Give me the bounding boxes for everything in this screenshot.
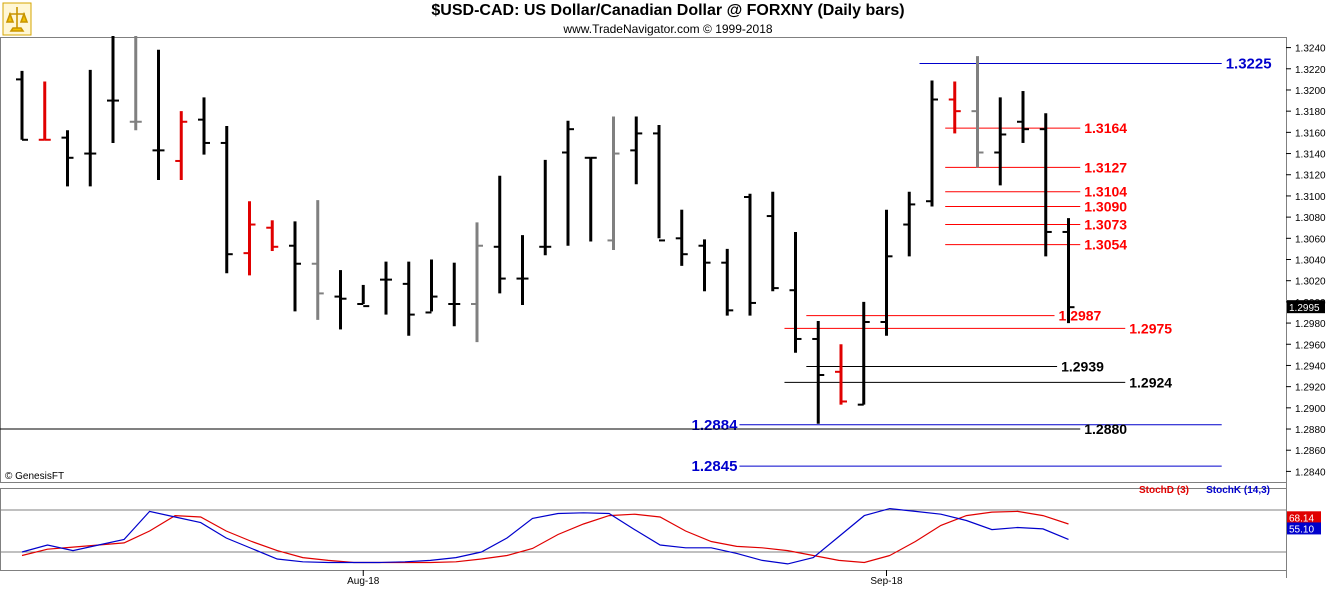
stochk-value-label: 55.10	[1289, 524, 1314, 535]
x-tick-label: Sep-18	[870, 576, 903, 587]
y-tick-label: 1.2960	[1295, 340, 1326, 351]
stochd-value-box	[1287, 511, 1321, 524]
legend-stochk: StochK (14,3)	[1206, 485, 1270, 496]
y-tick-label: 1.2840	[1295, 467, 1326, 478]
last-price-box	[1287, 300, 1325, 314]
level-label: 1.3104	[1084, 184, 1127, 200]
stochd-value-label: 68.14	[1289, 513, 1314, 524]
page-title: $USD-CAD: US Dollar/Canadian Dollar @ FO…	[431, 2, 905, 19]
y-tick-label: 1.3100	[1295, 192, 1326, 203]
y-tick-label: 1.3120	[1295, 171, 1326, 182]
level-label: 1.2845	[692, 458, 738, 475]
level-label: 1.2987	[1059, 308, 1102, 324]
y-tick-label: 1.2900	[1295, 404, 1326, 415]
level-label: 1.2884	[692, 417, 739, 434]
stochastic-panel-frame	[0, 488, 1287, 571]
genesis-logo-icon	[2, 2, 32, 36]
y-tick-label: 1.3200	[1295, 86, 1326, 97]
credit-label: © GenesisFT	[5, 471, 64, 482]
level-label: 1.2939	[1061, 359, 1104, 375]
level-label: 1.3090	[1084, 199, 1127, 215]
y-tick-label: 1.2860	[1295, 446, 1326, 457]
stochk-line	[21, 507, 1069, 565]
last-price-label: 1.2995	[1289, 303, 1320, 314]
stochd-line	[21, 510, 1069, 564]
level-label: 1.3164	[1084, 120, 1127, 136]
y-tick-label: 1.3080	[1295, 213, 1326, 224]
page-subtitle: www.TradeNavigator.com © 1999-2018	[563, 22, 773, 36]
level-label: 1.3073	[1084, 217, 1127, 233]
y-tick-label: 1.3180	[1295, 107, 1326, 118]
price-panel-frame	[0, 37, 1287, 483]
y-tick-label: 1.2920	[1295, 383, 1326, 394]
y-tick-label: 1.2940	[1295, 361, 1326, 372]
level-label: 1.2924	[1129, 374, 1172, 390]
legend-stochd: StochD (3)	[1139, 485, 1189, 496]
level-label: 1.2975	[1129, 320, 1172, 336]
y-tick-label: 1.2980	[1295, 319, 1326, 330]
level-label: 1.3127	[1084, 159, 1127, 175]
stochk-value-box	[1287, 522, 1321, 535]
y-tick-label: 1.3220	[1295, 65, 1326, 76]
y-tick-label: 1.2880	[1295, 425, 1326, 436]
y-tick-label: 1.3240	[1295, 44, 1326, 55]
x-tick-label: Aug-18	[347, 576, 380, 587]
level-label: 1.2880	[1084, 421, 1127, 437]
level-label: 1.3054	[1084, 237, 1127, 253]
y-tick-label: 1.3160	[1295, 128, 1326, 139]
level-label: 1.3225	[1226, 55, 1272, 72]
y-tick-label: 1.3040	[1295, 256, 1326, 267]
y-tick-label: 1.3060	[1295, 234, 1326, 245]
y-tick-label: 1.3140	[1295, 150, 1326, 161]
y-tick-label: 1.3020	[1295, 277, 1326, 288]
